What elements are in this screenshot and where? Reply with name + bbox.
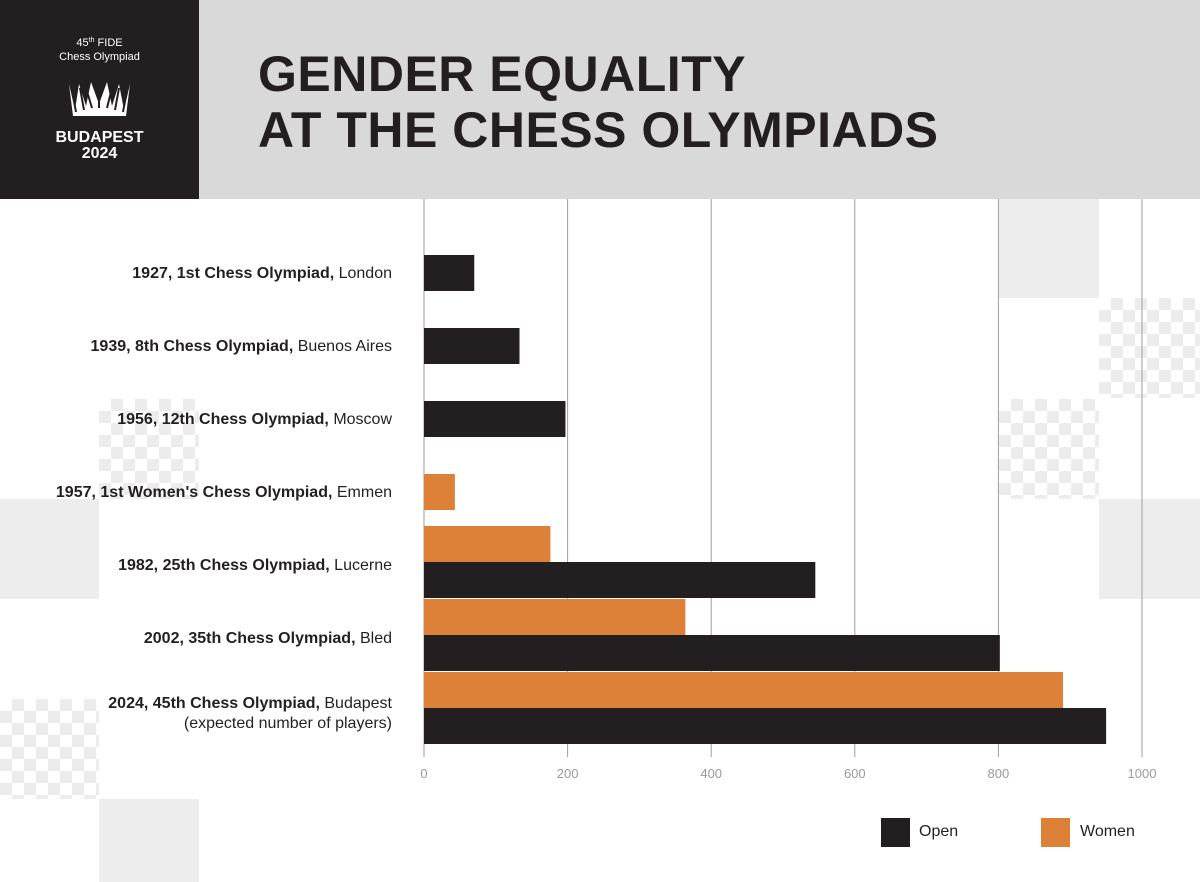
category-label-place: London — [334, 265, 392, 282]
crown-icon — [69, 82, 130, 116]
page-title: GENDER EQUALITY AT THE CHESS OLYMPIADS — [258, 46, 939, 158]
header-banner — [0, 0, 1200, 199]
x-axis-ticks: 0 200 400 600 800 1000 — [420, 766, 1156, 781]
category-label: 1982, 25th Chess Olympiad, Lucerne — [118, 557, 392, 574]
bar-women — [424, 672, 1064, 708]
category-label-bold: 1957, 1st Women's Chess Olympiad, — [56, 484, 333, 501]
bar-open — [424, 328, 520, 364]
category-label-place: Emmen — [332, 484, 392, 501]
category-label-place: Budapest — [320, 695, 393, 712]
bar-women — [424, 474, 455, 510]
category-label-bold: 1939, 8th Chess Olympiad, — [91, 338, 294, 355]
bars — [424, 255, 1107, 744]
category-label-bold: 1982, 25th Chess Olympiad, — [118, 557, 330, 574]
bar-open — [424, 255, 475, 291]
category-label-bold: 1927, 1st Chess Olympiad, — [132, 265, 334, 282]
legend-label-open: Open — [919, 823, 959, 840]
x-tick-label: 600 — [844, 766, 866, 781]
bar-open — [424, 635, 1000, 671]
deco-square — [99, 799, 199, 882]
category-label-place: Moscow — [329, 411, 393, 428]
deco-checker — [999, 399, 1099, 499]
logo-city: BUDAPEST — [55, 129, 144, 146]
category-label-note: (expected number of players) — [184, 715, 392, 732]
bar-women — [424, 599, 686, 635]
legend-swatch-women — [1041, 818, 1070, 847]
category-label: 1927, 1st Chess Olympiad, London — [132, 265, 392, 282]
category-label-bold: 2002, 35th Chess Olympiad, — [144, 630, 356, 647]
deco-checker — [0, 699, 99, 799]
title-line-2: AT THE CHESS OLYMPIADS — [258, 102, 939, 158]
bar-open — [424, 562, 816, 598]
category-label-bold: 1956, 12th Chess Olympiad, — [117, 411, 329, 428]
bar-open — [424, 708, 1107, 744]
deco-checker — [1099, 298, 1200, 398]
category-label: 2024, 45th Chess Olympiad, Budapest — [108, 695, 392, 712]
logo-subtitle: Chess Olympiad — [59, 51, 140, 63]
x-tick-label: 800 — [988, 766, 1010, 781]
bar-chart: 1927, 1st Chess Olympiad, London 1939, 8t… — [56, 199, 1156, 781]
x-tick-label: 0 — [420, 766, 427, 781]
bar-women — [424, 526, 551, 562]
x-tick-label: 1000 — [1128, 766, 1157, 781]
legend-label-women: Women — [1080, 823, 1135, 840]
olympiad-logo: 45th FIDE Chess Olympiad BUDAPEST 2024 — [0, 0, 199, 199]
deco-square — [0, 499, 99, 599]
deco-square — [999, 199, 1099, 298]
category-labels: 1927, 1st Chess Olympiad, London 1939, 8t… — [56, 265, 393, 732]
deco-square — [1099, 499, 1200, 599]
x-tick-label: 200 — [557, 766, 579, 781]
category-label: 1957, 1st Women's Chess Olympiad, Emmen — [56, 484, 392, 501]
logo-year: 2024 — [81, 145, 118, 162]
deco-checker — [99, 399, 199, 499]
category-label: 2002, 35th Chess Olympiad, Bled — [144, 630, 392, 647]
category-label-bold: 2024, 45th Chess Olympiad, — [108, 695, 320, 712]
x-tick-label: 400 — [700, 766, 722, 781]
category-label: 1939, 8th Chess Olympiad, Buenos Aires — [91, 338, 392, 355]
category-label-place: Buenos Aires — [293, 338, 392, 355]
category-label-place: Bled — [356, 630, 392, 647]
category-label: 1956, 12th Chess Olympiad, Moscow — [117, 411, 392, 428]
bar-open — [424, 401, 566, 437]
legend-swatch-open — [881, 818, 910, 847]
category-label-place: Lucerne — [330, 557, 392, 574]
title-line-1: GENDER EQUALITY — [258, 46, 747, 102]
logo-edition: 45th FIDE — [76, 37, 123, 49]
